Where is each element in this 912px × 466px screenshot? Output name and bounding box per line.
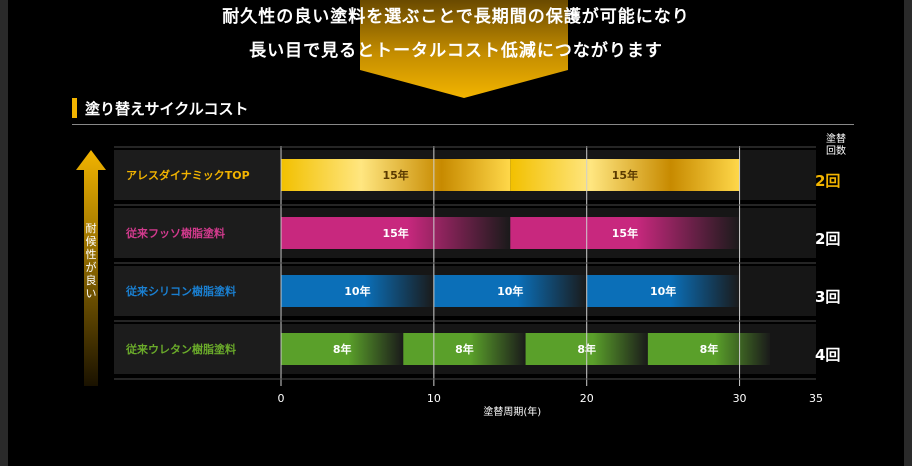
bar-data-label: 8年 <box>700 342 719 356</box>
category-label: 従来フッソ樹脂塗料 <box>114 208 280 258</box>
x-tick-label: 30 <box>733 392 747 405</box>
category-label: 従来ウレタン樹脂塗料 <box>114 324 280 374</box>
repaint-count: 3回 <box>815 288 841 306</box>
x-axis-label: 塗替周期(年) <box>483 405 541 418</box>
bar-data-label: 10年 <box>497 284 523 298</box>
bar-data-label: 8年 <box>455 342 474 356</box>
bar-segment <box>281 275 434 307</box>
repaint-count: 2回 <box>815 230 841 248</box>
bar-segment <box>510 217 740 249</box>
bar-data-label: 15年 <box>382 226 408 240</box>
frame-right <box>904 0 912 466</box>
bar-segment <box>510 159 740 191</box>
bar-data-label: 15年 <box>612 226 638 240</box>
repaint-count-header: 塗替 回数 <box>818 134 854 158</box>
x-tick-label: 20 <box>580 392 594 405</box>
durability-arrow-icon <box>76 150 106 386</box>
headline-line-2: 長い目で見るとトータルコスト低減につながります <box>249 41 663 61</box>
frame-left <box>0 0 8 466</box>
bar-data-label: 15年 <box>382 168 408 182</box>
x-tick-label: 35 <box>809 392 823 405</box>
banner-arrow <box>360 0 568 98</box>
bar-segment <box>281 159 511 191</box>
bar-data-label: 10年 <box>650 284 676 298</box>
count-header-line-2: 回数 <box>826 146 846 157</box>
bar-segment <box>281 333 404 365</box>
section-title-text: 塗り替えサイクルコスト <box>85 99 249 118</box>
bar-data-label: 10年 <box>344 284 370 298</box>
count-header-line-1: 塗替 <box>826 134 846 145</box>
bar-segment <box>403 333 526 365</box>
bar-segment <box>433 275 587 307</box>
section-divider <box>72 124 854 125</box>
bar-segment <box>281 217 511 249</box>
bar-segment <box>647 333 771 365</box>
section-accent-bar <box>72 98 77 118</box>
category-label: アレスダイナミックTOP <box>114 150 280 200</box>
x-tick-label: 0 <box>278 392 285 405</box>
repaint-count: 4回 <box>815 346 841 364</box>
repaint-count: 2回 <box>815 172 841 190</box>
headline-line-1: 耐久性の良い塗料を選ぶことで長期間の保護が可能になり <box>222 7 690 27</box>
durability-label: 耐候性が良い <box>85 222 97 300</box>
x-tick-label: 10 <box>427 392 441 405</box>
section-title: 塗り替えサイクルコスト <box>72 96 249 120</box>
category-label: 従来シリコン樹脂塗料 <box>114 266 280 316</box>
bar-segment <box>586 275 740 307</box>
bar-data-label: 15年 <box>612 168 638 182</box>
bar-data-label: 8年 <box>333 342 352 356</box>
